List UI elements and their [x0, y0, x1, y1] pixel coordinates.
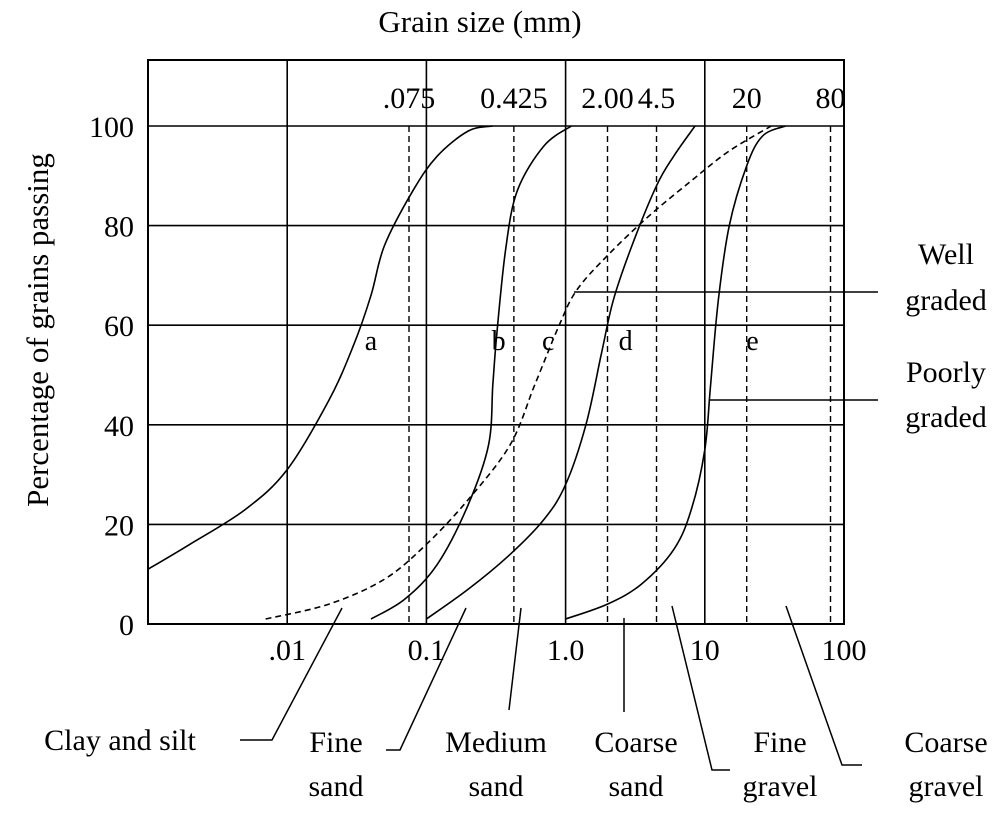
fine-sand-leader — [386, 607, 467, 751]
x-tick-label: 10 — [690, 634, 720, 667]
sieve-size-label: 20 — [732, 82, 762, 115]
clay-silt-label: Clay and silt — [44, 724, 196, 757]
y-tick-label: 20 — [104, 509, 134, 542]
curve-d — [425, 125, 696, 620]
sieve-size-label: 0.425 — [480, 82, 548, 115]
fraction-leaders — [240, 605, 862, 771]
well-graded-label: graded — [905, 284, 987, 317]
curve-label-a: a — [365, 326, 378, 357]
coarse-gravel-label-line2: gravel — [909, 770, 984, 803]
fine-gravel-leader — [671, 605, 730, 771]
sieve-size-label: 80 — [816, 82, 846, 115]
coarse-sand-label-line1: Coarse — [594, 726, 677, 759]
x-tick-label: 1.0 — [547, 634, 585, 667]
y-axis-label: Percentage of grains passing — [20, 153, 55, 507]
well-label: Well — [918, 238, 974, 271]
fine-gravel-label-line2: gravel — [743, 770, 818, 803]
y-tick-label: 100 — [89, 111, 134, 144]
sieve-size-label: 4.5 — [638, 82, 676, 115]
y-tick-label: 40 — [104, 410, 134, 443]
fine-gravel-label-line1: Fine — [753, 726, 806, 759]
axis-tick-labels: .01 0.1 1.0 10 100 0 20 40 60 80 100 — [89, 111, 867, 667]
clay-silt-leader — [240, 607, 343, 741]
x-tick-label: 100 — [822, 634, 867, 667]
poorly-graded-label: graded — [905, 401, 987, 434]
grid — [148, 60, 844, 624]
poorly-label: Poorly — [906, 356, 986, 389]
fine-sand-label-line2: sand — [309, 770, 364, 803]
y-tick-label: 60 — [104, 310, 134, 343]
coarse-sand-label-line2: sand — [609, 770, 664, 803]
coarse-gravel-leader — [785, 605, 862, 766]
y-tick-label: 80 — [104, 211, 134, 244]
sieve-size-label: .075 — [383, 82, 436, 115]
curve-e — [565, 125, 786, 620]
curve-label-e: e — [746, 326, 758, 357]
gradation-curves: a b c d e — [147, 125, 786, 620]
medium-sand-leader — [508, 607, 522, 711]
curve-label-d: d — [619, 326, 633, 357]
sieve-size-label: 2.00 — [581, 82, 634, 115]
curve-label-c: c — [542, 326, 554, 357]
x-tick-label: 0.1 — [408, 634, 446, 667]
medium-sand-label-line1: Medium — [445, 726, 547, 759]
coarse-gravel-label-line1: Coarse — [904, 726, 987, 759]
curve-a — [147, 125, 493, 570]
chart-title: Grain size (mm) — [378, 4, 581, 39]
curve-label-b: b — [492, 326, 506, 357]
plot-frame — [147, 59, 845, 625]
medium-sand-label-line2: sand — [469, 770, 524, 803]
sieve-lines: .075 0.425 2.00 4.5 20 80 — [383, 82, 846, 624]
y-tick-label: 0 — [119, 609, 134, 642]
fine-sand-label-line1: Fine — [309, 726, 362, 759]
x-tick-label: .01 — [268, 634, 306, 667]
curve-b — [370, 125, 572, 620]
